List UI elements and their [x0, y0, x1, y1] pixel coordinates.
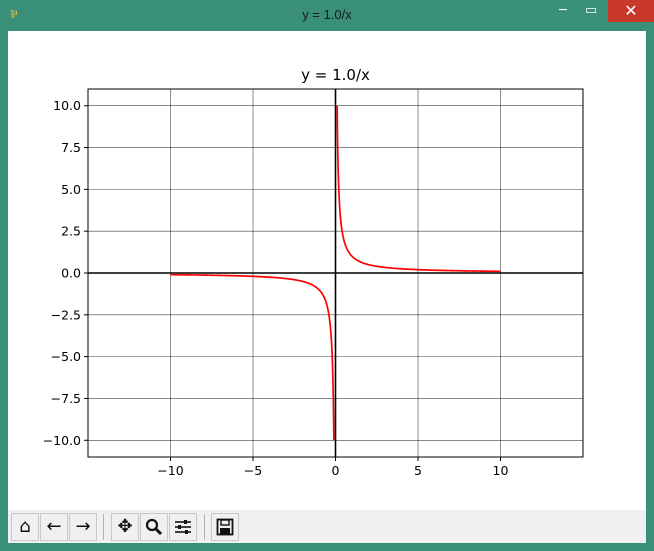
- x-tick-label: 5: [414, 463, 422, 478]
- home-icon: ⌂: [19, 516, 31, 537]
- title-bar[interactable]: ⅌ y = 1.0/x ─ ▭ ✕: [0, 0, 654, 30]
- series-line-1: [336, 105, 501, 273]
- home-button[interactable]: ⌂: [11, 513, 39, 541]
- zoom-icon: [145, 518, 163, 536]
- back-icon: ←: [46, 516, 62, 537]
- zoom-button[interactable]: [140, 513, 168, 541]
- y-tick-label: −7.5: [51, 391, 81, 406]
- save-button[interactable]: [211, 513, 239, 541]
- window-title: y = 1.0/x: [302, 7, 352, 22]
- configure-subplots-icon: [175, 520, 191, 534]
- plot-area[interactable]: −10 −5 0 5 10 −10.0 −7.5 −5.0 −2.5 0.0 2.5 5.0 7.5 10…: [8, 31, 646, 510]
- close-button[interactable]: ✕: [608, 0, 654, 22]
- maximize-icon: ▭: [584, 3, 598, 18]
- figure-canvas[interactable]: −10 −5 0 5 10 −10.0 −7.5 −5.0 −2.5 0.0 2.5 5.0 7.5 10…: [8, 31, 646, 543]
- app-icon: ⅌: [10, 8, 18, 21]
- minimize-button[interactable]: ─: [549, 0, 577, 22]
- save-icon: [216, 518, 234, 536]
- toolbar-separator: [103, 514, 104, 540]
- toolbar-separator: [204, 514, 205, 540]
- y-tick-label: −5.0: [51, 349, 81, 364]
- y-tick-label: 10.0: [53, 98, 81, 113]
- x-tick-label: 10: [493, 463, 509, 478]
- y-tick-label: 0.0: [61, 266, 81, 281]
- minimize-icon: ─: [559, 3, 567, 18]
- x-tick-label: −10: [157, 463, 183, 478]
- forward-button[interactable]: →: [69, 513, 97, 541]
- x-tick-label: 0: [332, 463, 340, 478]
- y-tick-label: −10.0: [43, 433, 81, 448]
- pan-button[interactable]: ✥: [111, 513, 139, 541]
- chart-title: y = 1.0/x: [301, 66, 370, 84]
- y-tick-label: −2.5: [51, 307, 81, 322]
- configure-subplots-button[interactable]: [169, 513, 197, 541]
- back-button[interactable]: ←: [40, 513, 68, 541]
- pan-icon: ✥: [117, 516, 133, 537]
- maximize-button[interactable]: ▭: [577, 0, 605, 22]
- y-tick-label: 5.0: [61, 182, 81, 197]
- y-tick-label: 2.5: [61, 224, 81, 239]
- series-line-0: [170, 273, 335, 441]
- y-tick-label: 7.5: [61, 140, 81, 155]
- x-tick-label: −5: [244, 463, 262, 478]
- close-icon: ✕: [624, 1, 638, 20]
- forward-icon: →: [75, 516, 91, 537]
- navigation-toolbar: ⌂ ← → ✥: [8, 510, 646, 543]
